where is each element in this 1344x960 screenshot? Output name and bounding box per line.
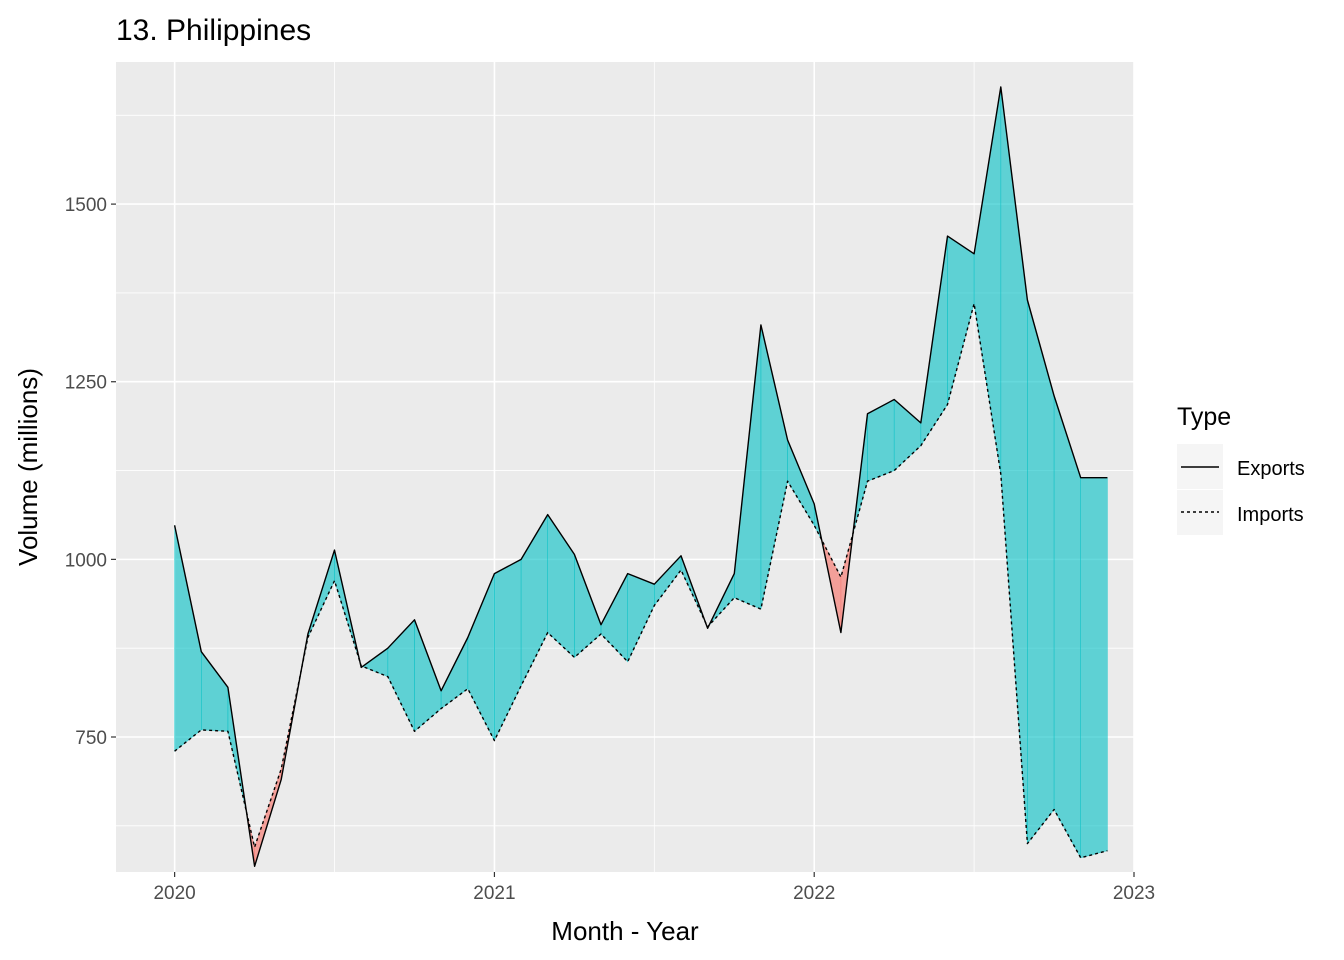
series-line-exports [173, 86, 1108, 867]
legend-label-exports: Exports [1237, 458, 1305, 480]
difference-ribbons [174, 86, 1108, 867]
legend-title: Type [1177, 403, 1231, 431]
plot-panel [116, 62, 1134, 872]
series-line-imports [174, 302, 1108, 859]
y-axis: 750 1000 1250 1500 [65, 195, 116, 749]
chart-title: 13. Philippines [116, 14, 311, 47]
y-tick-label: 750 [75, 728, 107, 749]
y-axis-title: Volume (millions) [13, 368, 43, 566]
x-axis: 2020 2021 2022 2023 [153, 872, 1155, 904]
x-tick-label: 2022 [793, 883, 835, 904]
legend: Type Exports Imports [1177, 403, 1305, 535]
x-tick-label: 2020 [153, 883, 195, 904]
x-tick-label: 2021 [473, 883, 515, 904]
legend-label-imports: Imports [1237, 504, 1304, 526]
y-tick-label: 1000 [65, 550, 107, 571]
series-lines [173, 86, 1108, 867]
x-tick-label: 2023 [1113, 883, 1155, 904]
y-tick-label: 1500 [65, 195, 107, 216]
ribbon-exports-above [1080, 477, 1108, 859]
grid-minor [116, 62, 1134, 872]
y-tick-label: 1250 [65, 373, 107, 394]
x-axis-title: Month - Year [551, 916, 699, 946]
